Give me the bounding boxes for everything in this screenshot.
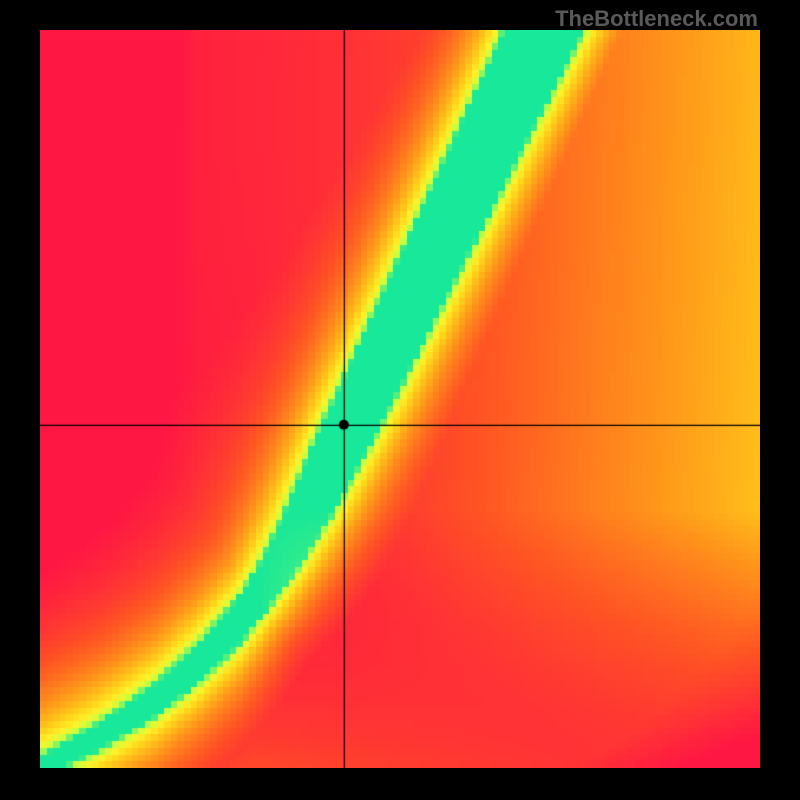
chart-container: TheBottleneck.com xyxy=(0,0,800,800)
overlay-canvas xyxy=(40,30,760,768)
watermark-text: TheBottleneck.com xyxy=(555,6,758,32)
